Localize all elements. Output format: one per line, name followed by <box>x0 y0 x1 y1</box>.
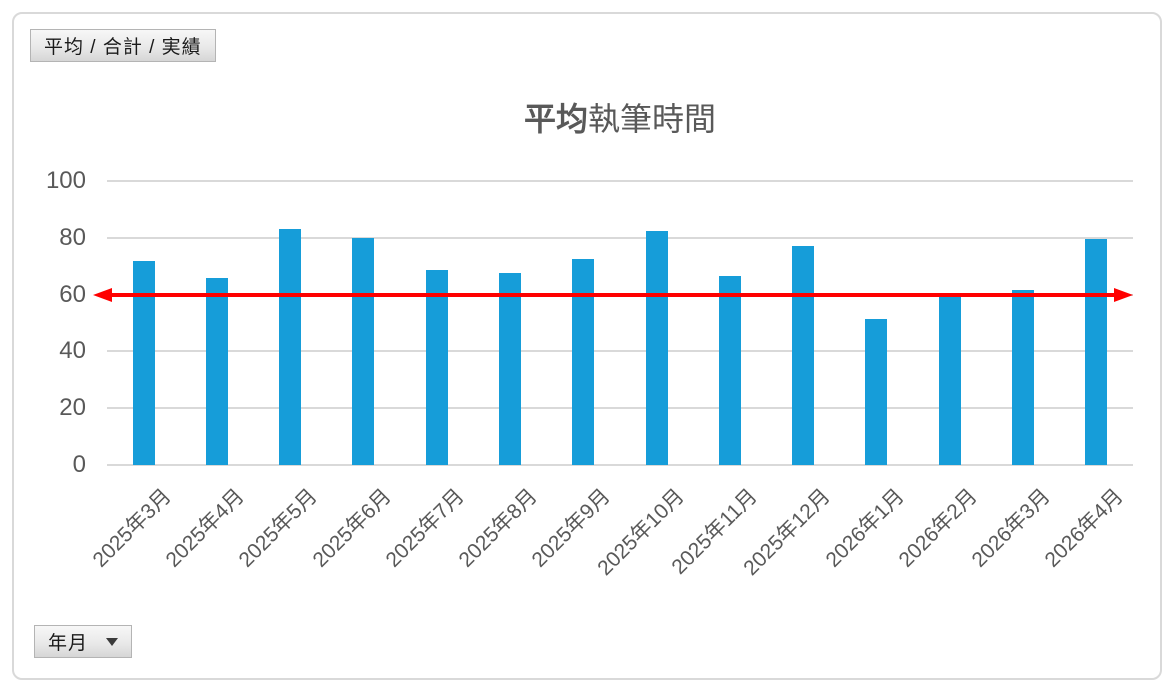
bar-series <box>107 181 1133 465</box>
bar-2025年9月[interactable] <box>572 259 595 465</box>
pivot-series-field-label: 平均 / 合計 / 実績 <box>44 37 202 58</box>
y-axis-label: 60 <box>59 280 86 308</box>
arrow-right-icon <box>1114 287 1133 302</box>
dropdown-triangle-icon <box>106 637 119 646</box>
gridline <box>107 464 1133 466</box>
bar-2025年8月[interactable] <box>499 273 522 465</box>
plot-area <box>93 180 1133 466</box>
chart-frame: 平均 / 合計 / 実績 平均執筆時間 0 20 40 60 80 100 2025年3月… <box>12 12 1162 680</box>
gridline <box>107 350 1133 353</box>
bar-slot <box>913 181 986 465</box>
gridline <box>107 180 1133 182</box>
bar-slot <box>107 181 180 465</box>
bar-slot <box>180 181 253 465</box>
target-line <box>93 287 1133 302</box>
pivot-axis-field-label: 年月 <box>48 633 89 654</box>
y-axis-label: 0 <box>72 451 86 478</box>
gridline <box>107 407 1133 410</box>
target-line-body <box>101 292 1125 297</box>
y-axis-label: 20 <box>59 394 86 422</box>
bar-2025年12月[interactable] <box>792 246 815 465</box>
chart-title: 平均執筆時間 <box>107 100 1133 138</box>
bar-slot <box>693 181 766 465</box>
bar-slot <box>400 181 473 465</box>
bar-2026年4月[interactable] <box>1085 239 1108 465</box>
bar-2025年4月[interactable] <box>205 277 228 465</box>
bar-2025年3月[interactable] <box>132 260 155 465</box>
bar-2025年11月[interactable] <box>718 276 741 465</box>
bar-slot <box>986 181 1059 465</box>
bar-slot <box>547 181 620 465</box>
bar-slot <box>1060 181 1133 465</box>
gridline <box>107 236 1133 239</box>
bar-slot <box>473 181 546 465</box>
bar-slot <box>254 181 327 465</box>
bar-2025年6月[interactable] <box>352 237 375 465</box>
bar-2025年7月[interactable] <box>425 270 448 465</box>
pivot-axis-field-button[interactable]: 年月 <box>34 625 133 658</box>
chart-title-bold: 平均 <box>523 101 588 137</box>
bar-2026年2月[interactable] <box>938 294 961 465</box>
pivot-series-field-button[interactable]: 平均 / 合計 / 実績 <box>30 29 216 62</box>
y-axis-label: 100 <box>45 167 86 194</box>
y-axis-label: 80 <box>59 223 86 251</box>
bar-slot <box>840 181 913 465</box>
bar-slot <box>327 181 400 465</box>
bar-2026年1月[interactable] <box>865 318 888 465</box>
chart-title-regular: 執筆時間 <box>588 101 717 137</box>
bar-2026年3月[interactable] <box>1012 290 1035 465</box>
bar-2025年10月[interactable] <box>645 230 668 465</box>
bar-2025年5月[interactable] <box>279 229 302 465</box>
y-axis-label: 40 <box>59 337 86 365</box>
bar-slot <box>620 181 693 465</box>
bar-slot <box>767 181 840 465</box>
